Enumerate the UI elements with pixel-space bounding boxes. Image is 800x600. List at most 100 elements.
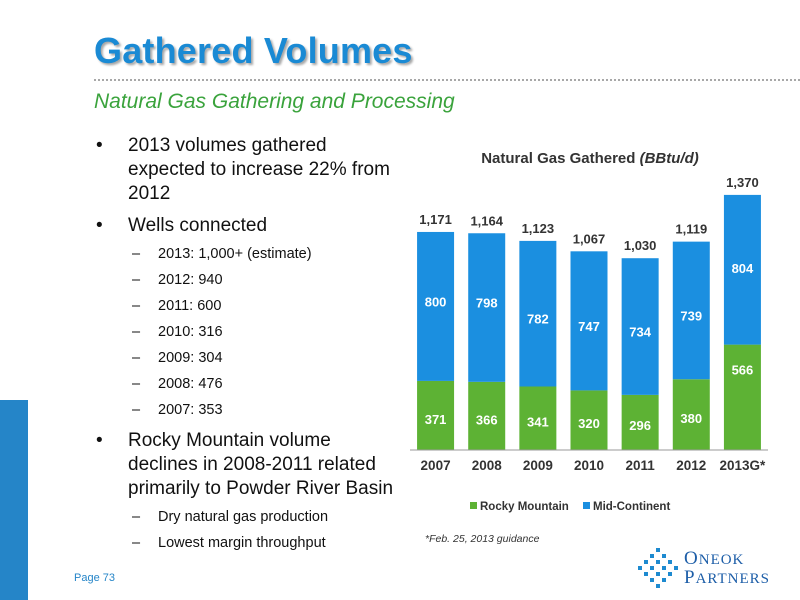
bullet-list: • 2013 volumes gathered expected to incr… xyxy=(94,134,394,562)
dash-glyph: – xyxy=(132,402,141,418)
sub-bullet-list: – Dry natural gas production – Lowest marg… xyxy=(94,509,394,552)
sub-bullet-text: Lowest margin throughput xyxy=(158,535,326,551)
logo-wordmark: ONEOK PARTNERS xyxy=(684,548,771,588)
dash-glyph: – xyxy=(132,298,141,314)
bullet-item: • Rocky Mountain volume declines in 2008… xyxy=(94,429,394,501)
legend-label: Rocky Mountain xyxy=(480,501,569,513)
logo-initial: P xyxy=(684,567,696,588)
dash-glyph: – xyxy=(132,246,141,262)
sub-bullet-text: 2008: 476 xyxy=(158,376,223,392)
bar-rocky-mountain xyxy=(417,380,455,450)
legend-label: Mid-Continent xyxy=(593,501,670,513)
sub-bullet-text: 2011: 600 xyxy=(158,298,222,314)
sub-bullet-item: – Dry natural gas production xyxy=(94,509,394,526)
data-label-total: 1,171 xyxy=(419,212,452,227)
title-divider xyxy=(94,79,800,81)
sub-bullet-text: 2012: 940 xyxy=(158,272,223,288)
bar-rocky-mountain xyxy=(570,390,608,450)
bar-rocky-mountain xyxy=(723,344,761,450)
sub-bullet-item: – 2011: 600 xyxy=(94,298,394,315)
dash-glyph: – xyxy=(132,376,141,392)
data-label-rocky-mountain: 341 xyxy=(527,414,549,429)
x-tick-label: 2013G* xyxy=(720,458,767,473)
sub-bullet-item: – 2010: 316 xyxy=(94,324,394,341)
page-subtitle: Natural Gas Gathering and Processing xyxy=(94,90,455,113)
chart-title-unit: (BBtu/d) xyxy=(639,150,699,167)
page-title: Gathered Volumes xyxy=(94,30,413,71)
bar-mid-continent xyxy=(672,241,710,380)
dash-glyph: – xyxy=(132,350,141,366)
chart-title: Natural Gas Gathered (BBtu/d) xyxy=(420,150,760,167)
data-label-total: 1,067 xyxy=(573,231,606,246)
dash-glyph: – xyxy=(132,509,141,525)
dash-glyph: – xyxy=(132,272,141,288)
sub-bullet-text: 2009: 304 xyxy=(158,350,223,366)
x-tick-label: 2011 xyxy=(625,458,655,473)
bar-rocky-mountain xyxy=(621,394,659,450)
sub-bullet-item: – 2007: 353 xyxy=(94,402,394,419)
x-tick-label: 2009 xyxy=(523,458,553,473)
sub-bullet-item: – Lowest margin throughput xyxy=(94,535,394,552)
bullet-text: Wells connected xyxy=(128,215,268,236)
bullet-item: • Wells connected xyxy=(94,214,394,238)
sub-bullet-text: 2010: 316 xyxy=(158,324,223,340)
x-tick-label: 2007 xyxy=(421,458,451,473)
data-label-mid-continent: 747 xyxy=(578,319,600,334)
bullet-item: • 2013 volumes gathered expected to incr… xyxy=(94,134,394,206)
sub-bullet-text: 2007: 353 xyxy=(158,402,223,418)
data-label-total: 1,030 xyxy=(624,238,657,253)
bar-rocky-mountain xyxy=(672,379,710,450)
bar-mid-continent xyxy=(468,233,506,382)
oneok-partners-logo: ONEOK PARTNERS xyxy=(638,546,798,590)
sub-bullet-item: – 2012: 940 xyxy=(94,272,394,289)
sub-bullet-item: – 2013: 1,000+ (estimate) xyxy=(94,246,394,263)
bullet-glyph: • xyxy=(96,135,103,156)
logo-initial: O xyxy=(684,548,699,569)
legend-swatch xyxy=(470,502,477,509)
sub-bullet-list: – 2013: 1,000+ (estimate) – 2012: 940 – 201… xyxy=(94,246,394,419)
x-tick-label: 2010 xyxy=(574,458,604,473)
data-label-rocky-mountain: 566 xyxy=(732,363,754,378)
dash-glyph: – xyxy=(132,535,141,551)
chart-footnote: *Feb. 25, 2013 guidance xyxy=(425,533,540,545)
bullet-glyph: • xyxy=(96,430,103,451)
bar-mid-continent xyxy=(570,251,608,391)
page-number: Page 73 xyxy=(74,572,115,584)
data-label-rocky-mountain: 366 xyxy=(476,412,498,427)
legend-swatch xyxy=(583,502,590,509)
data-label-mid-continent: 739 xyxy=(680,308,702,323)
chart-title-main: Natural Gas Gathered xyxy=(481,150,640,167)
data-label-total: 1,119 xyxy=(675,222,707,237)
data-label-total: 1,370 xyxy=(726,175,759,190)
data-label-total: 1,164 xyxy=(470,213,503,228)
sub-bullet-text: 2013: 1,000+ (estimate) xyxy=(158,246,312,262)
logo-word: ARTNERS xyxy=(695,571,771,587)
data-label-mid-continent: 804 xyxy=(732,261,754,276)
data-label-rocky-mountain: 296 xyxy=(629,418,651,433)
bullet-glyph: • xyxy=(96,215,103,236)
bar-mid-continent xyxy=(519,240,557,387)
bar-mid-continent xyxy=(417,231,455,381)
bullet-text: Rocky Mountain volume declines in 2008-2… xyxy=(128,430,394,499)
sub-bullet-text: Dry natural gas production xyxy=(158,509,329,525)
bar-rocky-mountain xyxy=(468,381,506,450)
data-label-mid-continent: 800 xyxy=(425,294,447,309)
data-label-rocky-mountain: 371 xyxy=(425,412,447,427)
data-label-mid-continent: 734 xyxy=(629,325,651,340)
bullet-text: 2013 volumes gathered expected to increa… xyxy=(128,135,390,204)
data-label-rocky-mountain: 380 xyxy=(680,411,702,426)
data-label-rocky-mountain: 320 xyxy=(578,416,600,431)
bar-rocky-mountain xyxy=(519,386,557,450)
dash-glyph: – xyxy=(132,324,141,340)
bar-mid-continent xyxy=(621,258,659,395)
x-tick-label: 2008 xyxy=(472,458,503,473)
logo-mark-icon xyxy=(638,548,678,588)
bar-mid-continent xyxy=(723,194,761,345)
sub-bullet-item: – 2009: 304 xyxy=(94,350,394,367)
data-label-mid-continent: 782 xyxy=(527,312,549,327)
data-label-total: 1,123 xyxy=(522,221,555,236)
x-tick-label: 2012 xyxy=(676,458,706,473)
sub-bullet-item: – 2008: 476 xyxy=(94,376,394,393)
logo-word: NEOK xyxy=(698,552,745,568)
